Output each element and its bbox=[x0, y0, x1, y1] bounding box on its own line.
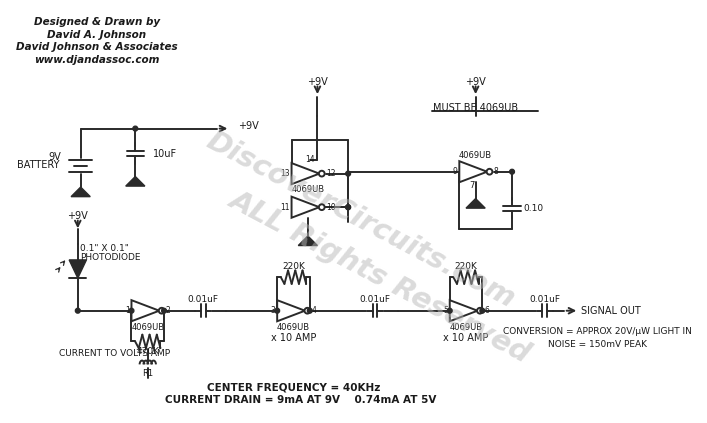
Text: www.djandassoc.com: www.djandassoc.com bbox=[34, 55, 160, 65]
Text: 7: 7 bbox=[469, 181, 474, 190]
Circle shape bbox=[133, 126, 138, 131]
Text: x 10 AMP: x 10 AMP bbox=[271, 332, 316, 343]
Text: Designed & Drawn by: Designed & Drawn by bbox=[34, 17, 160, 27]
Polygon shape bbox=[466, 198, 485, 208]
Text: 10uF: 10uF bbox=[153, 148, 177, 159]
Text: R1: R1 bbox=[142, 369, 153, 379]
Circle shape bbox=[510, 169, 515, 174]
Text: 4069UB: 4069UB bbox=[132, 322, 164, 332]
Circle shape bbox=[448, 308, 452, 313]
Circle shape bbox=[275, 308, 279, 313]
Circle shape bbox=[76, 308, 80, 313]
Text: 470K: 470K bbox=[136, 347, 159, 357]
Text: 3: 3 bbox=[270, 306, 275, 315]
Text: 14: 14 bbox=[305, 155, 315, 164]
Circle shape bbox=[319, 204, 325, 210]
Polygon shape bbox=[126, 176, 145, 186]
Polygon shape bbox=[277, 300, 305, 321]
Text: David Johnson & Associates: David Johnson & Associates bbox=[16, 42, 177, 52]
Text: 0.01uF: 0.01uF bbox=[359, 295, 390, 304]
Circle shape bbox=[162, 308, 166, 313]
Circle shape bbox=[486, 169, 492, 175]
Text: 2: 2 bbox=[166, 306, 170, 315]
Text: 11: 11 bbox=[280, 203, 290, 212]
Text: 1: 1 bbox=[125, 306, 129, 315]
Text: 4069UB: 4069UB bbox=[277, 322, 310, 332]
Polygon shape bbox=[460, 161, 487, 182]
Text: 0.01uF: 0.01uF bbox=[529, 295, 560, 304]
Text: 0.1" X 0.1": 0.1" X 0.1" bbox=[80, 244, 129, 253]
Text: 10: 10 bbox=[326, 203, 336, 212]
Text: 4069UB: 4069UB bbox=[459, 151, 492, 160]
Text: David A. Johnson: David A. Johnson bbox=[47, 30, 146, 40]
Polygon shape bbox=[69, 260, 86, 278]
Text: DiscoverCircuits.com: DiscoverCircuits.com bbox=[201, 126, 520, 313]
Text: SIGNAL OUT: SIGNAL OUT bbox=[581, 306, 641, 316]
Text: CENTER FREQUENCY = 40KHz: CENTER FREQUENCY = 40KHz bbox=[206, 382, 380, 393]
Text: +9V: +9V bbox=[67, 211, 88, 221]
Text: 6: 6 bbox=[484, 306, 489, 315]
Text: PHOTODIODE: PHOTODIODE bbox=[80, 253, 140, 261]
Text: 0.10: 0.10 bbox=[524, 203, 544, 213]
Text: CURRENT DRAIN = 9mA AT 9V    0.74mA AT 5V: CURRENT DRAIN = 9mA AT 9V 0.74mA AT 5V bbox=[165, 395, 437, 405]
Polygon shape bbox=[71, 187, 90, 197]
Text: 9: 9 bbox=[452, 167, 457, 176]
Polygon shape bbox=[291, 163, 320, 184]
Text: 4: 4 bbox=[312, 306, 317, 315]
Circle shape bbox=[129, 308, 134, 313]
Text: 12: 12 bbox=[326, 169, 336, 178]
Text: CONVERSION = APPROX 20V/µW LIGHT IN: CONVERSION = APPROX 20V/µW LIGHT IN bbox=[503, 327, 691, 336]
Circle shape bbox=[308, 308, 312, 313]
Text: 0.01uF: 0.01uF bbox=[188, 295, 219, 304]
Text: 13: 13 bbox=[280, 169, 290, 178]
Text: BATTERY: BATTERY bbox=[17, 160, 59, 170]
Polygon shape bbox=[132, 300, 159, 321]
Circle shape bbox=[319, 171, 325, 176]
Text: NOISE = 150mV PEAK: NOISE = 150mV PEAK bbox=[548, 340, 647, 349]
Text: +9V: +9V bbox=[465, 77, 486, 87]
Text: 220K: 220K bbox=[282, 262, 305, 271]
Text: +9V: +9V bbox=[307, 77, 328, 87]
Polygon shape bbox=[291, 197, 320, 218]
Text: 4069UB: 4069UB bbox=[291, 185, 325, 195]
Text: 9V: 9V bbox=[49, 152, 62, 162]
Text: MUST BE 4069UB: MUST BE 4069UB bbox=[433, 104, 518, 113]
Circle shape bbox=[346, 171, 351, 176]
Text: 220K: 220K bbox=[455, 262, 477, 271]
Text: ALL Rights Reserved: ALL Rights Reserved bbox=[225, 186, 535, 368]
Circle shape bbox=[346, 205, 351, 209]
Circle shape bbox=[477, 308, 483, 313]
Circle shape bbox=[480, 308, 485, 313]
Text: 5: 5 bbox=[443, 306, 448, 315]
Circle shape bbox=[346, 205, 351, 209]
Polygon shape bbox=[298, 236, 317, 245]
Circle shape bbox=[159, 308, 165, 313]
Text: CURRENT TO VOLTS AMP: CURRENT TO VOLTS AMP bbox=[59, 349, 170, 358]
Text: 4069UB: 4069UB bbox=[450, 322, 483, 332]
Text: +9V: +9V bbox=[238, 121, 259, 131]
Circle shape bbox=[305, 308, 310, 313]
Text: 8: 8 bbox=[493, 167, 498, 176]
Polygon shape bbox=[450, 300, 477, 321]
Text: x 10 AMP: x 10 AMP bbox=[443, 332, 489, 343]
